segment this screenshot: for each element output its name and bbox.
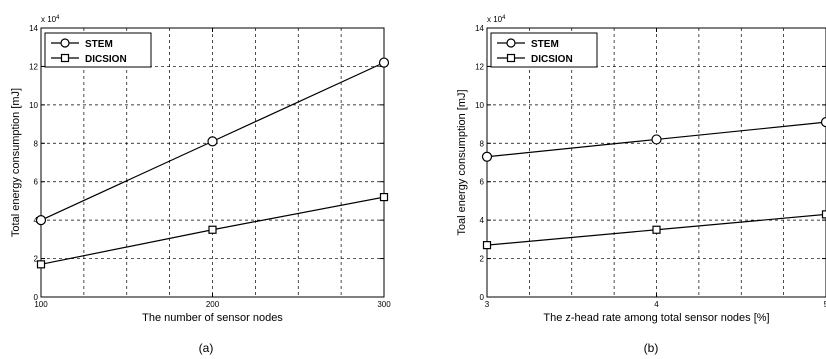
y-tick-label: 8 [34, 139, 39, 148]
legend-marker-square [60, 53, 70, 63]
y-tick-label: 0 [480, 293, 485, 302]
x-axis-label: The number of sensor nodes [142, 312, 283, 324]
y-tick-label: 14 [29, 24, 38, 33]
data-point-circle [207, 136, 218, 147]
x-tick-label: 4 [654, 300, 659, 309]
x-tick-label: 3 [485, 300, 490, 309]
y-tick-label: 6 [34, 178, 39, 187]
y-tick-label: 4 [480, 216, 485, 225]
y-exponent-label: x 104 [41, 15, 60, 24]
data-point-circle [820, 117, 826, 128]
data-point-circle [651, 134, 662, 145]
x-axis-label: The z-head rate among total sensor nodes… [543, 312, 769, 324]
data-point-square [379, 192, 389, 202]
y-axis-label: Total energy consumption [mJ] [10, 88, 22, 237]
legend-entry: DICSION [531, 54, 573, 65]
y-tick-label: 0 [34, 293, 39, 302]
x-tick-label: 100 [34, 300, 48, 309]
y-tick-label: 6 [480, 178, 485, 187]
data-point-circle [378, 57, 390, 68]
legend-box [44, 32, 152, 68]
x-tick-label: 5 [824, 300, 826, 309]
y-tick-label: 10 [475, 101, 484, 110]
y-tick-label: 12 [29, 62, 38, 71]
legend-entry: STEM [85, 39, 113, 50]
legend-marker-circle [506, 38, 516, 48]
data-point-circle [35, 215, 47, 226]
y-tick-label: 2 [480, 255, 485, 264]
y-tick-label: 10 [29, 101, 38, 110]
y-axis-label: Toal energy consumption [mJ] [456, 89, 468, 235]
y-tick-label: 12 [475, 62, 484, 71]
data-point-square [821, 210, 826, 219]
x-tick-label: 300 [377, 300, 391, 309]
data-point-square [652, 225, 661, 234]
data-point-square [482, 241, 492, 250]
legend-entry: DICSION [85, 54, 127, 65]
chart-2: 0 2 4 6 8 10 12 14 3 4 5 x 104 The z-head rate among… [456, 15, 826, 355]
chart-caption: (b) [644, 341, 659, 355]
x-tick-label: 200 [206, 300, 220, 309]
data-point-circle [481, 151, 493, 162]
legend-marker-square [506, 53, 516, 63]
y-tick-label: 8 [480, 139, 485, 148]
chart-caption: (a) [199, 341, 214, 355]
y-exponent-label: x 104 [487, 15, 506, 24]
data-point-square [208, 225, 217, 234]
legend-marker-circle [60, 38, 70, 48]
legend-entry: STEM [531, 39, 559, 50]
y-tick-label: 2 [34, 255, 39, 264]
y-tick-label: 14 [475, 24, 484, 33]
data-point-square [36, 260, 46, 269]
